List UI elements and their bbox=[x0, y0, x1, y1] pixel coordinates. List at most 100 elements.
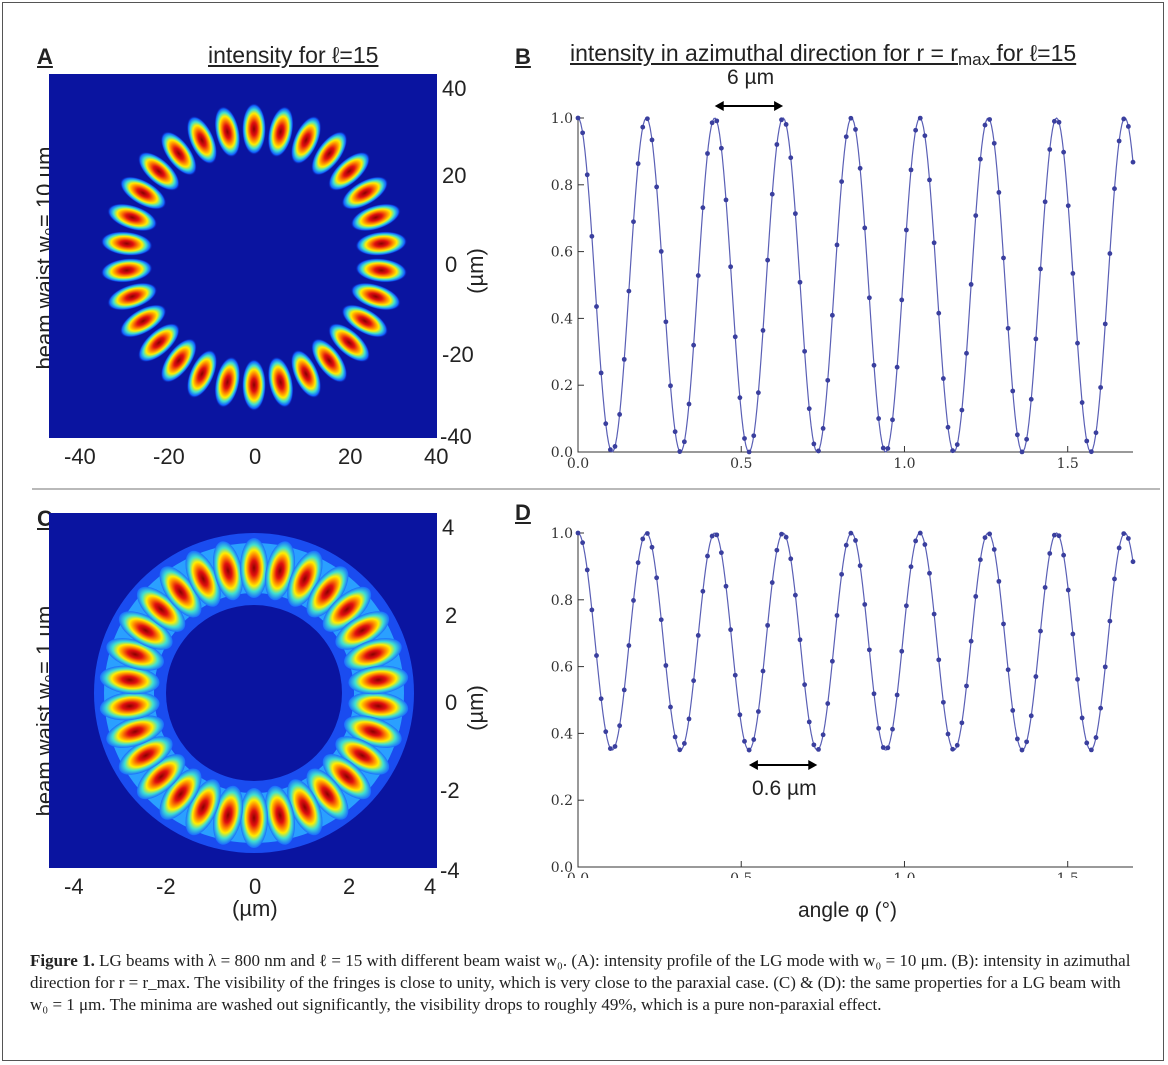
data-point bbox=[691, 678, 697, 684]
intensity-lobe bbox=[287, 550, 323, 607]
data-point bbox=[1112, 186, 1117, 192]
data-point bbox=[1056, 119, 1062, 125]
panel-divider bbox=[32, 488, 1160, 490]
data-point bbox=[746, 747, 752, 753]
data-point bbox=[644, 116, 650, 122]
data-point bbox=[876, 416, 882, 421]
intensity-lobe bbox=[335, 736, 390, 775]
data-point bbox=[760, 668, 766, 674]
data-point bbox=[746, 449, 752, 455]
data-point bbox=[1019, 449, 1025, 455]
panel-d-chart: 0.0 0.2 0.4 0.6 0.8 1.0 0.0 0.5 1.0 1.5 bbox=[551, 526, 1136, 878]
data-point bbox=[917, 115, 923, 121]
panel-c-unit: (µm) bbox=[462, 685, 488, 731]
data-point bbox=[1075, 676, 1080, 682]
data-point bbox=[732, 334, 738, 340]
data-point bbox=[607, 447, 613, 453]
data-point bbox=[950, 746, 956, 752]
data-point bbox=[899, 648, 905, 654]
data-point bbox=[774, 547, 780, 553]
data-point bbox=[996, 190, 1002, 195]
panel-c-intensity-map bbox=[49, 513, 437, 868]
panel-c-right-tick: 2 bbox=[445, 603, 458, 628]
data-point bbox=[936, 310, 942, 316]
data-point bbox=[839, 179, 845, 185]
data-point bbox=[866, 295, 872, 301]
intensity-lobe bbox=[328, 151, 371, 191]
data-point bbox=[885, 745, 891, 751]
data-point bbox=[991, 547, 997, 552]
data-point bbox=[1005, 667, 1011, 673]
intensity-lobe bbox=[350, 203, 401, 232]
data-point bbox=[871, 362, 877, 368]
data-point bbox=[751, 737, 757, 742]
y-tick-label: 0.6 bbox=[551, 660, 573, 676]
y-tick-label: 0.4 bbox=[551, 726, 573, 742]
panel-c-bottom-tick: -2 bbox=[156, 874, 176, 899]
data-point bbox=[598, 696, 604, 702]
data-point bbox=[607, 746, 613, 752]
data-point bbox=[677, 747, 683, 753]
data-point bbox=[774, 142, 780, 147]
data-point bbox=[927, 177, 932, 183]
intensity-lobe bbox=[348, 665, 409, 695]
data-point bbox=[853, 538, 858, 543]
intensity-lobe bbox=[344, 638, 402, 671]
panel-c-bottom-tick: -4 bbox=[64, 874, 84, 899]
intensity-lobe bbox=[106, 715, 164, 748]
panel-letter-d: D bbox=[515, 500, 531, 525]
data-point bbox=[769, 191, 775, 197]
data-point bbox=[922, 133, 928, 139]
data-point bbox=[783, 122, 789, 127]
figure-caption: Figure 1. LG beams with λ = 800 nm and ℓ… bbox=[30, 950, 1140, 1016]
panel-letter-c: C bbox=[37, 506, 53, 531]
data-point bbox=[802, 348, 808, 354]
x-tick-label: 0.0 bbox=[567, 871, 589, 878]
arrow-head bbox=[714, 101, 724, 111]
intensity-lobe bbox=[119, 304, 167, 338]
data-point bbox=[765, 622, 771, 628]
panel-d-xlabel: angle φ (°) bbox=[798, 899, 898, 922]
data-point bbox=[1125, 536, 1131, 541]
arrow-head bbox=[808, 760, 818, 770]
data-point bbox=[1070, 271, 1076, 276]
intensity-lobe bbox=[328, 323, 371, 363]
data-point bbox=[1024, 739, 1030, 745]
panel-a-right-tick: 0 bbox=[445, 252, 458, 277]
intensity-lobe bbox=[214, 106, 241, 158]
panel-b-title-main: intensity in azimuthal direction for r =… bbox=[570, 40, 958, 66]
panel-a-intensity-map bbox=[49, 74, 437, 438]
data-point bbox=[945, 424, 951, 430]
data-point bbox=[890, 726, 895, 732]
data-point bbox=[631, 219, 636, 225]
data-point bbox=[603, 729, 609, 735]
data-point bbox=[788, 556, 794, 562]
data-point bbox=[945, 731, 951, 737]
data-point bbox=[584, 172, 590, 178]
data-point bbox=[931, 611, 937, 617]
intensity-lobe bbox=[186, 349, 218, 399]
data-point bbox=[954, 442, 960, 447]
data-point bbox=[649, 544, 655, 550]
panel-a-right-tick: 20 bbox=[442, 163, 467, 188]
y-tick-label: 0.2 bbox=[551, 793, 573, 809]
data-point bbox=[1079, 400, 1085, 405]
intensity-lobe bbox=[107, 282, 158, 311]
panel-c-right-tick: -4 bbox=[440, 858, 460, 883]
arrow-head bbox=[748, 760, 758, 770]
data-point bbox=[658, 617, 664, 623]
data-point bbox=[1056, 533, 1062, 539]
data-point bbox=[982, 535, 988, 540]
data-point bbox=[751, 433, 757, 439]
data-point bbox=[1093, 430, 1099, 436]
data-point bbox=[1010, 388, 1016, 394]
data-point bbox=[631, 598, 636, 603]
intensity-lobe bbox=[242, 359, 266, 411]
data-point bbox=[931, 240, 937, 246]
data-point bbox=[1093, 735, 1099, 740]
data-point bbox=[603, 421, 609, 427]
data-point bbox=[894, 364, 900, 370]
intensity-lobe bbox=[212, 785, 244, 845]
data-point bbox=[1088, 449, 1094, 455]
intensity-lobe bbox=[136, 586, 186, 632]
